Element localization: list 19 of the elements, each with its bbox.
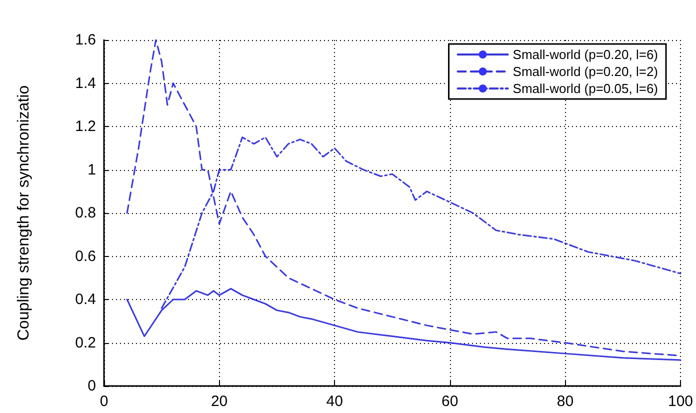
x-tick-label: 20 [210, 393, 228, 410]
y-tick-label: 1 [88, 161, 96, 178]
y-tick-label: 1.4 [75, 74, 96, 92]
y-tick-label: 0.8 [75, 204, 96, 222]
y-tick-label: 1.6 [75, 32, 96, 48]
y-tick-label: 0.2 [75, 334, 96, 352]
y-axis-title: Coupling strength for synchronizatio [16, 85, 32, 341]
y-tick-label: 0.6 [75, 248, 96, 265]
x-tick-label: 60 [442, 393, 458, 410]
x-tick-label: 40 [326, 393, 343, 410]
x-tick-label: 0 [100, 393, 108, 410]
x-tick-label: 100 [668, 393, 693, 410]
x-tick-label: 80 [556, 393, 574, 410]
y-tick-label: 1.2 [75, 118, 96, 135]
legend-label: Small-world (p=0.05, l=6) [512, 81, 658, 96]
y-tick-label: 0 [88, 378, 96, 394]
legend-label: Small-world (p=0.20, l=2) [512, 64, 658, 79]
legend-label: Small-world (p=0.20, l=6) [512, 47, 658, 62]
y-tick-label: 0.4 [75, 291, 96, 308]
